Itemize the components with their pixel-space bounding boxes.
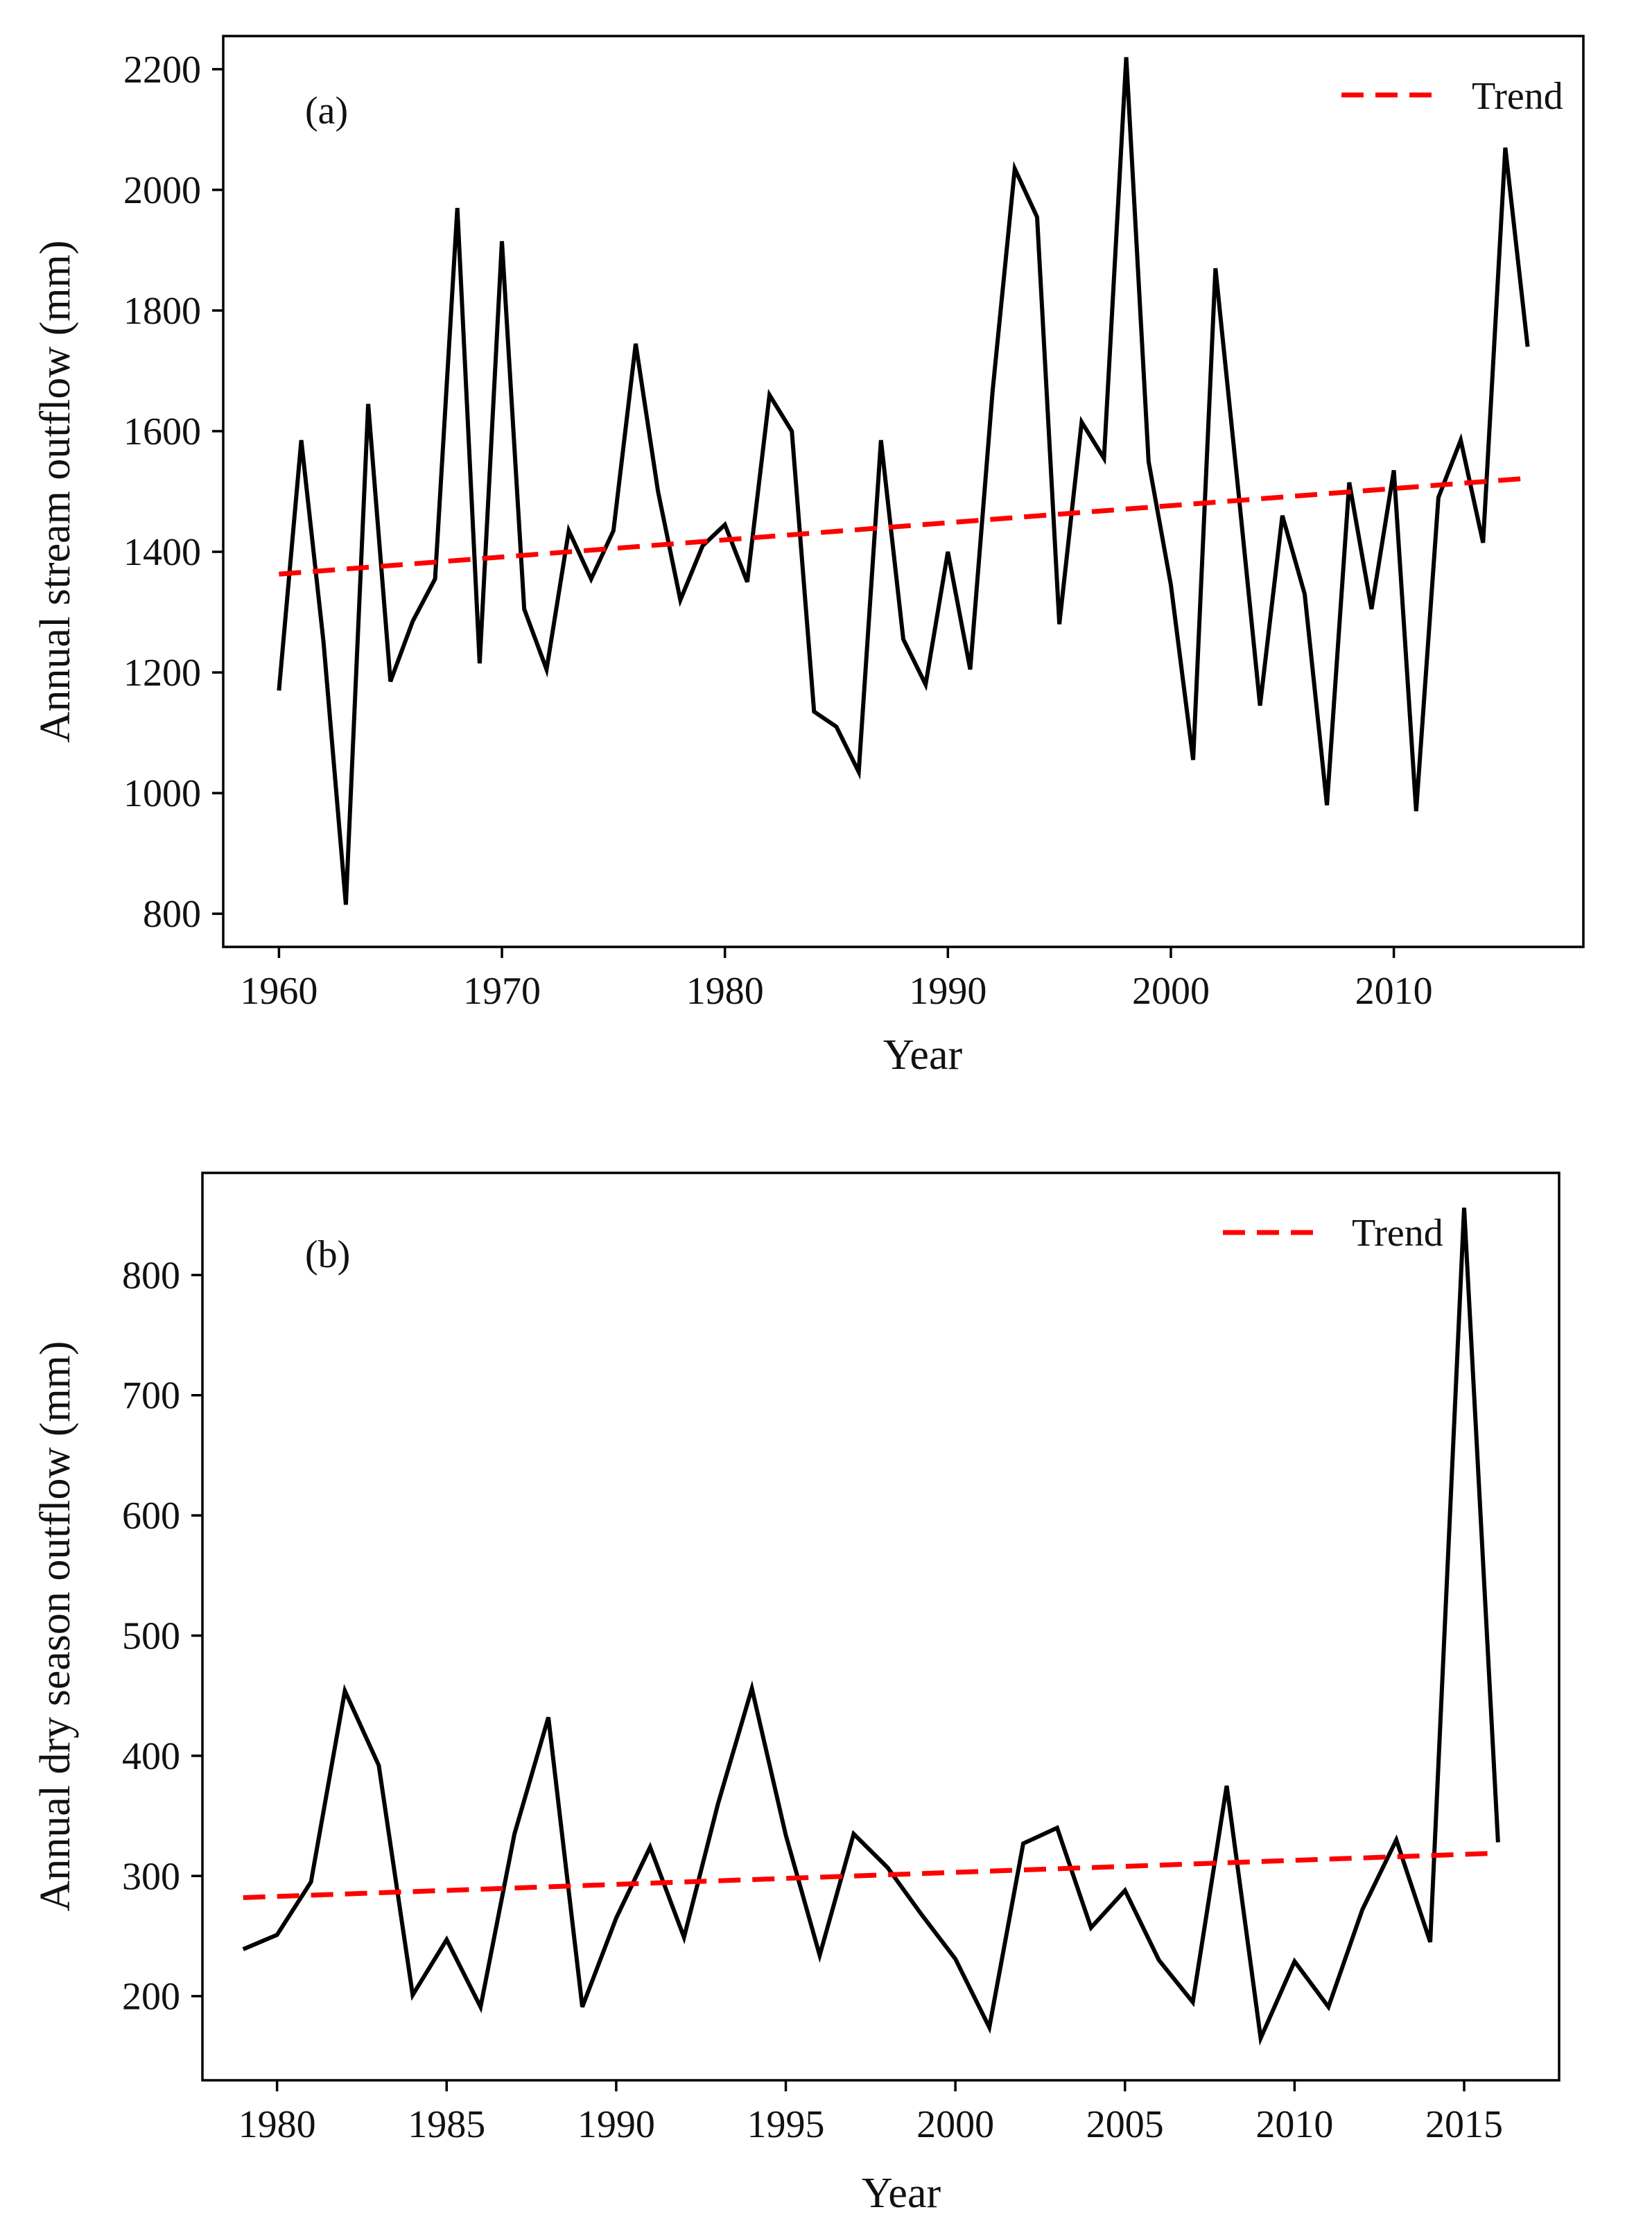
x-tick-label: 2005 <box>1086 2103 1164 2146</box>
y-tick-label: 800 <box>143 893 201 936</box>
y-tick-label: 200 <box>122 1976 180 2019</box>
x-tick-label: 1990 <box>909 970 986 1013</box>
panel-a-legend: Trend <box>1341 75 1563 118</box>
panel-b-legend: Trend <box>1223 1212 1443 1255</box>
panel-b-plot-frame <box>201 1172 1560 2082</box>
panel-a-label: (a) <box>305 89 348 132</box>
y-tick-label: 300 <box>122 1855 180 1898</box>
panel-a-legend-label: Trend <box>1472 75 1563 118</box>
panel-b: 1980 1985 1990 1995 2000 2005 2010 2015 200 300 40… <box>32 1172 1560 2217</box>
x-tick-label: 1990 <box>577 2103 655 2146</box>
x-tick-label: 1960 <box>240 970 318 1013</box>
y-tick-label: 500 <box>122 1615 180 1658</box>
panel-b-x-axis-title: Year <box>862 2170 941 2217</box>
x-tick-label: 2010 <box>1255 2103 1333 2146</box>
panel-b-legend-label: Trend <box>1352 1212 1443 1255</box>
x-tick-label: 2010 <box>1355 970 1433 1013</box>
y-tick-label: 2200 <box>123 49 201 92</box>
x-tick-label: 1980 <box>238 2103 316 2146</box>
panel-a-marks <box>277 57 1530 905</box>
panel-a-ticks: 1960 1970 1980 1990 2000 2010 800 1000 1200 1400 1… <box>123 49 1433 1013</box>
y-tick-label: 1400 <box>123 531 201 574</box>
series-line <box>242 1208 1500 2046</box>
x-tick-label: 2000 <box>1132 970 1210 1013</box>
panel-a-x-axis-title: Year <box>883 1031 963 1079</box>
panel-a-plot-frame <box>222 35 1585 948</box>
x-tick-label: 1980 <box>686 970 764 1013</box>
y-tick-label: 400 <box>122 1735 180 1778</box>
y-tick-label: 700 <box>122 1375 180 1418</box>
trend-line <box>243 1850 1499 1900</box>
y-tick-label: 2000 <box>123 169 201 212</box>
y-tick-label: 1200 <box>123 652 201 695</box>
x-tick-label: 2000 <box>916 2103 994 2146</box>
y-tick-label: 1000 <box>123 772 201 815</box>
x-tick-label: 1995 <box>747 2103 825 2146</box>
series-line <box>277 57 1530 905</box>
y-tick-label: 800 <box>122 1254 180 1297</box>
y-tick-label: 1800 <box>123 290 201 333</box>
panel-b-marks <box>242 1208 1500 2046</box>
panel-a-y-axis-title: Annual stream outflow (mm) <box>32 241 79 743</box>
panel-a: 1960 1970 1980 1990 2000 2010 800 1000 1200 1400 1… <box>32 35 1585 1079</box>
trend-line <box>279 476 1528 577</box>
x-tick-label: 2015 <box>1425 2103 1503 2146</box>
y-tick-label: 600 <box>122 1495 180 1538</box>
x-tick-label: 1985 <box>408 2103 485 2146</box>
panel-b-label: (b) <box>305 1233 350 1276</box>
panel-b-ticks: 1980 1985 1990 1995 2000 2005 2010 2015 200 300 40… <box>122 1254 1503 2146</box>
panel-b-y-axis-title: Annual dry season outflow (mm) <box>32 1341 79 1911</box>
x-tick-label: 1970 <box>463 970 541 1013</box>
y-tick-label: 1600 <box>123 410 201 453</box>
